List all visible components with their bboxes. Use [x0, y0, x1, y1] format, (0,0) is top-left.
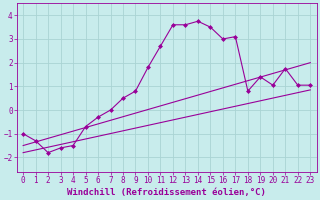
X-axis label: Windchill (Refroidissement éolien,°C): Windchill (Refroidissement éolien,°C) [67, 188, 266, 197]
